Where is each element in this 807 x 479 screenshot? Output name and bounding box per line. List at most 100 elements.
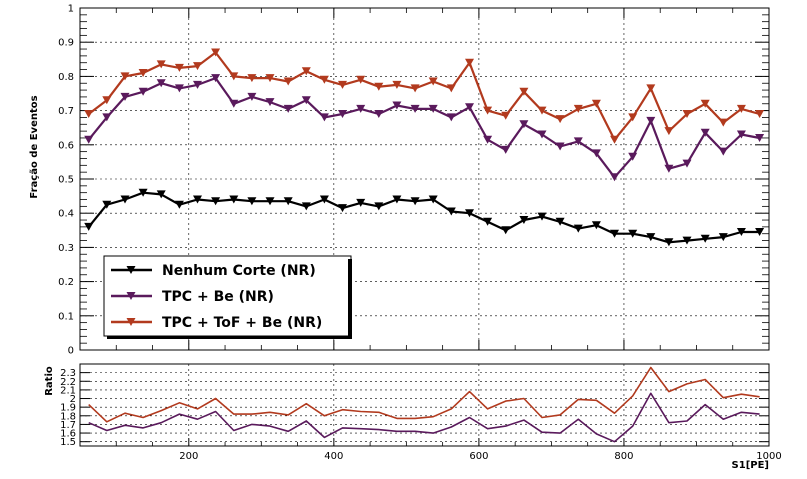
series-2-marker (501, 111, 511, 120)
series-1-marker (174, 84, 184, 93)
ratio-y-tick-label: 2.3 (60, 368, 76, 379)
series-2-marker (410, 84, 420, 93)
series-1-marker (392, 101, 402, 110)
series-2-marker (718, 118, 728, 127)
series-2-marker (610, 135, 619, 144)
series-2-marker (483, 106, 493, 115)
legend-swatch-marker (126, 266, 136, 274)
main-y-tick-label: 0.4 (58, 209, 74, 220)
series-2-marker (84, 110, 94, 118)
series-1-marker (265, 98, 275, 107)
series-1-marker (537, 130, 547, 139)
ratio-x-tick-label: 800 (614, 451, 633, 462)
series-0-marker (193, 195, 202, 204)
series-2-marker (591, 99, 601, 108)
legend-swatch-marker (126, 318, 136, 326)
ratio-line-1 (88, 366, 760, 423)
series-0-marker (664, 238, 674, 247)
series-2-marker (374, 82, 384, 91)
main-y-tick-label: 0 (68, 346, 74, 357)
series-0-marker (374, 202, 384, 211)
main-y-ticks: 0 0.1 0.2 0.3 0.4 0.5 0.6 0.7 0.8 0.9 1 (58, 4, 769, 357)
series-1-marker (646, 116, 656, 125)
main-y-tick-label: 0.2 (58, 277, 74, 288)
series-0-marker (410, 197, 420, 206)
series-2-marker (338, 80, 347, 89)
ratio-y-tick-label: 1.7 (60, 420, 76, 431)
legend-label: Nenhum Corte (NR) (162, 263, 316, 279)
series-1-marker (319, 113, 329, 122)
ratio-y-tick-label: 1.6 (60, 429, 76, 440)
ratio-series (88, 366, 760, 443)
series-2-marker (465, 58, 474, 67)
series-2-marker (700, 99, 710, 108)
series-1-marker (428, 104, 438, 113)
main-y-axis-label: Fração de Eventos (29, 95, 40, 198)
series-1-marker (465, 103, 474, 112)
series-2-marker (283, 77, 293, 86)
series-0-marker (646, 233, 656, 242)
series-1-marker (501, 145, 511, 154)
series-1-marker (664, 164, 674, 173)
main-y-tick-label: 0.5 (58, 175, 74, 186)
series-0-marker (138, 188, 148, 197)
series-2-marker (392, 80, 402, 89)
series-0-marker (156, 190, 166, 199)
series-0-marker (755, 228, 765, 236)
series-2-marker (356, 75, 366, 84)
series-0-marker (211, 197, 221, 206)
series-1-marker (193, 80, 202, 89)
series-0-marker (465, 209, 474, 218)
series-0-marker (356, 198, 366, 207)
ratio-line-0 (88, 392, 760, 443)
series-0-marker (301, 202, 311, 211)
series-1-marker (356, 104, 366, 113)
main-y-tick-label: 0.7 (58, 106, 74, 117)
series-1-marker (718, 147, 728, 156)
ratio-x-tick-label: 400 (324, 451, 343, 462)
series-1-marker (446, 113, 456, 122)
series-0-marker (102, 200, 112, 209)
main-y-tick-label: 0.8 (58, 72, 74, 83)
series-2-marker (755, 110, 765, 118)
series-1-marker (736, 130, 746, 139)
series-0-marker (682, 236, 692, 245)
series-0-marker (628, 229, 638, 238)
series-0-marker (229, 195, 239, 204)
series-0-marker (265, 197, 275, 206)
series-1-marker (120, 92, 130, 101)
series-2-marker (120, 72, 130, 81)
series-1-marker (755, 134, 765, 142)
series-0-marker (700, 234, 710, 243)
series-1-marker (410, 104, 420, 113)
series-2-marker (265, 74, 275, 83)
series-1-marker (573, 137, 583, 146)
series-2-marker (573, 104, 583, 113)
series-1-marker (682, 159, 692, 168)
series-1-marker (519, 120, 529, 129)
series-2-marker (138, 69, 148, 77)
legend-items: Nenhum Corte (NR) TPC + Be (NR) TPC + ToF … (111, 263, 322, 331)
main-y-tick-label: 0.9 (58, 38, 74, 49)
series-0-marker (174, 200, 184, 209)
series-1-marker (301, 96, 311, 105)
main-y-tick-label: 0.1 (58, 311, 74, 322)
series-0-marker (591, 221, 601, 230)
series-1-marker (84, 135, 94, 144)
series-2-marker (229, 72, 239, 81)
series-0-marker (120, 195, 130, 204)
series-0-marker (537, 212, 547, 221)
series-1-marker (211, 74, 221, 83)
series-1-marker (156, 79, 166, 88)
ratio-y-ticks: 1.51.61.71.81.922.12.22.3 (60, 368, 769, 448)
series-0-marker (736, 228, 746, 236)
series-1-marker (283, 104, 293, 113)
series-2-marker (428, 77, 438, 86)
ratio-plot-frame (79, 363, 770, 447)
series-1-marker (591, 149, 601, 158)
series-1-marker (374, 110, 384, 118)
ratio-y-tick-label: 1.8 (60, 411, 76, 422)
series-2-marker (446, 84, 456, 93)
legend: Nenhum Corte (NR) TPC + Be (NR) TPC + ToF … (103, 255, 352, 339)
series-0-marker (446, 207, 456, 216)
